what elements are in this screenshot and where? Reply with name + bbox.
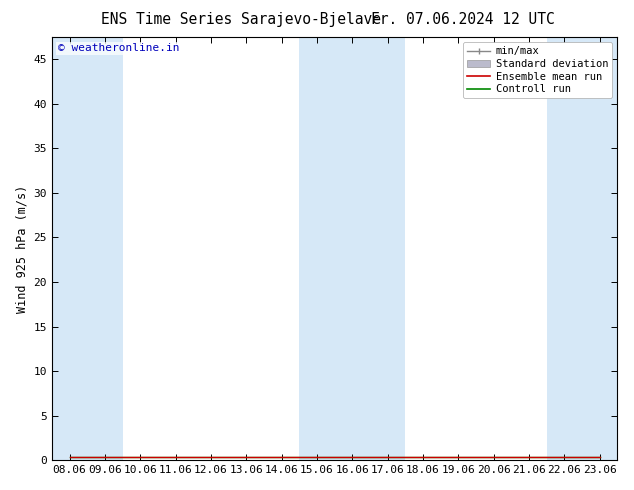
Legend: min/max, Standard deviation, Ensemble mean run, Controll run: min/max, Standard deviation, Ensemble me…: [463, 42, 612, 98]
Bar: [370, 37, 405, 460]
Bar: [87, 37, 122, 460]
Text: ENS Time Series Sarajevo-Bjelave: ENS Time Series Sarajevo-Bjelave: [101, 12, 381, 27]
Bar: [52, 37, 87, 460]
Bar: [335, 37, 370, 460]
Text: © weatheronline.in: © weatheronline.in: [58, 44, 179, 53]
Bar: [547, 37, 582, 460]
Bar: [582, 37, 618, 460]
Text: Fr. 07.06.2024 12 UTC: Fr. 07.06.2024 12 UTC: [371, 12, 555, 27]
Y-axis label: Wind 925 hPa (m/s): Wind 925 hPa (m/s): [15, 184, 28, 313]
Bar: [299, 37, 335, 460]
